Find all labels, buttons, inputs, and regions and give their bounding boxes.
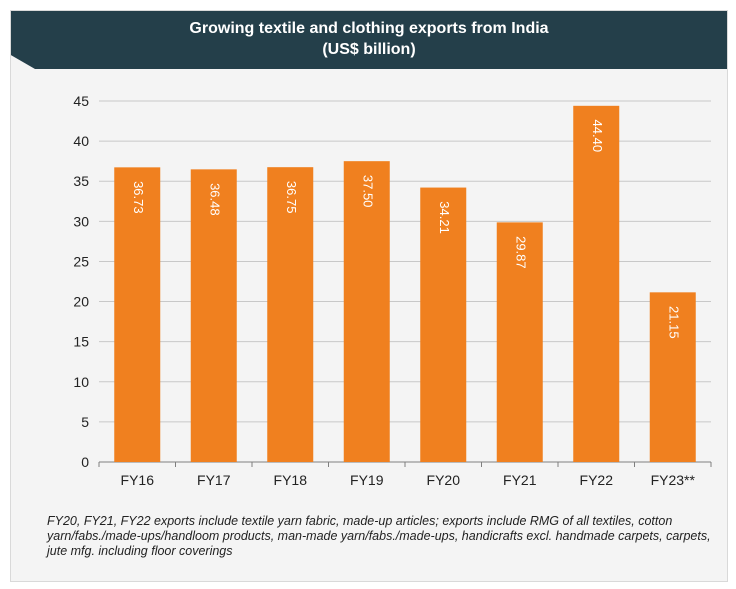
y-tick-label: 30 xyxy=(73,213,89,229)
bar-value-label: 36.73 xyxy=(131,181,146,214)
y-tick-label: 35 xyxy=(73,173,89,189)
bar-value-label: 34.21 xyxy=(437,201,452,234)
chart-subtitle: (US$ billion) xyxy=(322,41,416,58)
y-tick-label: 10 xyxy=(73,374,89,390)
bar-value-label: 37.50 xyxy=(360,175,375,208)
bar-chart: 0 5 10 15 20 25 30 35 40 45 FY16 36.73 FY17 36.48 FY18… xyxy=(73,93,712,488)
bar-value-label: 36.75 xyxy=(284,181,299,214)
x-tick-label: FY18 xyxy=(274,472,308,488)
x-tick-label: FY20 xyxy=(427,472,461,488)
y-tick-label: 0 xyxy=(81,454,89,470)
y-tick-label: 25 xyxy=(73,253,89,269)
bar-value-label: 29.87 xyxy=(513,236,528,269)
bar-fy21 xyxy=(496,222,543,462)
y-tick-label: 5 xyxy=(81,414,89,430)
bar-fy23 xyxy=(649,292,696,462)
bar-value-label: 36.48 xyxy=(207,183,222,216)
y-tick-label: 15 xyxy=(73,334,89,350)
bar-value-label: 21.15 xyxy=(666,306,681,339)
bar-fy17 xyxy=(190,169,237,462)
bar-fy19 xyxy=(343,161,390,462)
chart-card: Growing textile and clothing exports fro… xyxy=(10,10,728,582)
bar-fy16 xyxy=(114,167,161,462)
x-tick-label: FY23** xyxy=(651,472,696,488)
x-tick-label: FY22 xyxy=(580,472,614,488)
y-tick-label: 20 xyxy=(73,294,89,310)
x-tick-label: FY21 xyxy=(503,472,537,488)
bar-value-label: 44.40 xyxy=(590,120,605,153)
x-tick-label: FY16 xyxy=(121,472,155,488)
y-tick-label: 40 xyxy=(73,133,89,149)
chart-footnote: FY20, FY21, FY22 exports include textile… xyxy=(47,514,711,558)
bar-fy20 xyxy=(420,187,467,462)
chart-header: Growing textile and clothing exports fro… xyxy=(11,11,727,69)
x-tick-label: FY19 xyxy=(350,472,384,488)
chart-title: Growing textile and clothing exports fro… xyxy=(189,20,549,37)
x-tick-label: FY17 xyxy=(197,472,231,488)
y-tick-label: 45 xyxy=(73,93,89,109)
bar-fy18 xyxy=(267,167,314,462)
bar-fy22 xyxy=(573,105,620,463)
